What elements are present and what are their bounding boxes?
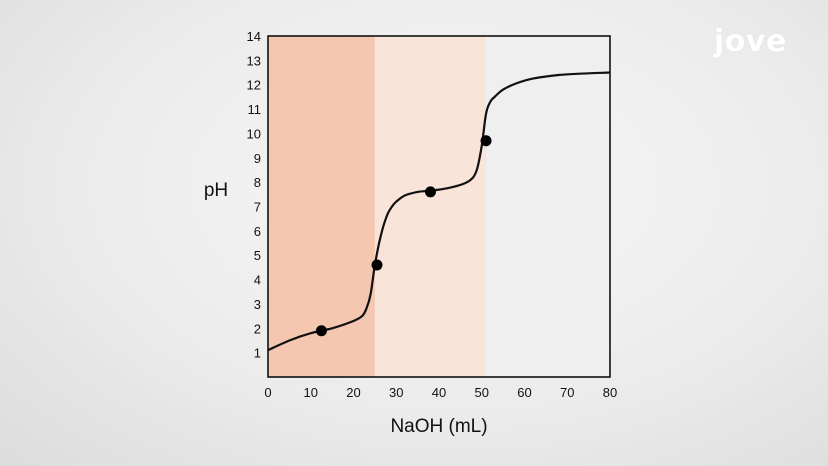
region-2 — [374, 36, 487, 377]
x-tick-label: 30 — [389, 385, 403, 400]
data-point-1 — [315, 325, 327, 337]
x-tick-label: 40 — [432, 385, 446, 400]
y-tick-label: 6 — [254, 224, 261, 239]
y-tick-label: 12 — [247, 78, 261, 93]
y-tick-label: 3 — [254, 297, 261, 312]
y-tick-label: 1 — [254, 346, 261, 361]
region-3 — [486, 36, 610, 377]
y-tick-label: 7 — [254, 200, 261, 215]
data-point-3 — [424, 186, 436, 198]
y-tick-label: 8 — [254, 175, 261, 190]
x-tick-label: 60 — [517, 385, 531, 400]
titration-curve — [267, 71, 611, 352]
x-tick-label: 20 — [346, 385, 360, 400]
shaded-regions — [268, 36, 610, 377]
x-tick-label: 0 — [264, 385, 271, 400]
y-tick-label: 13 — [247, 53, 261, 68]
y-tick-label: 2 — [254, 321, 261, 336]
y-axis-label: pH — [204, 180, 228, 201]
plot-frame — [267, 35, 611, 378]
y-tick-label: 5 — [254, 248, 261, 263]
y-tick-label: 11 — [248, 102, 262, 117]
x-tick-label: 50 — [475, 385, 489, 400]
jove-logo: jove — [714, 24, 787, 59]
y-tick-label: 10 — [247, 126, 261, 141]
x-tick-label: 70 — [560, 385, 574, 400]
data-point-4 — [480, 135, 492, 147]
x-tick-labels: 0 10 20 30 40 50 60 70 80 — [264, 385, 617, 400]
y-tick-label: 4 — [254, 273, 261, 288]
y-tick-label: 14 — [247, 29, 261, 44]
data-point-2 — [371, 259, 383, 271]
y-tick-label: 9 — [254, 151, 261, 166]
x-axis-label: NaOH (mL) — [390, 416, 487, 437]
equivalence-points — [315, 135, 492, 337]
x-tick-label: 80 — [603, 385, 617, 400]
x-tick-label: 10 — [304, 385, 318, 400]
